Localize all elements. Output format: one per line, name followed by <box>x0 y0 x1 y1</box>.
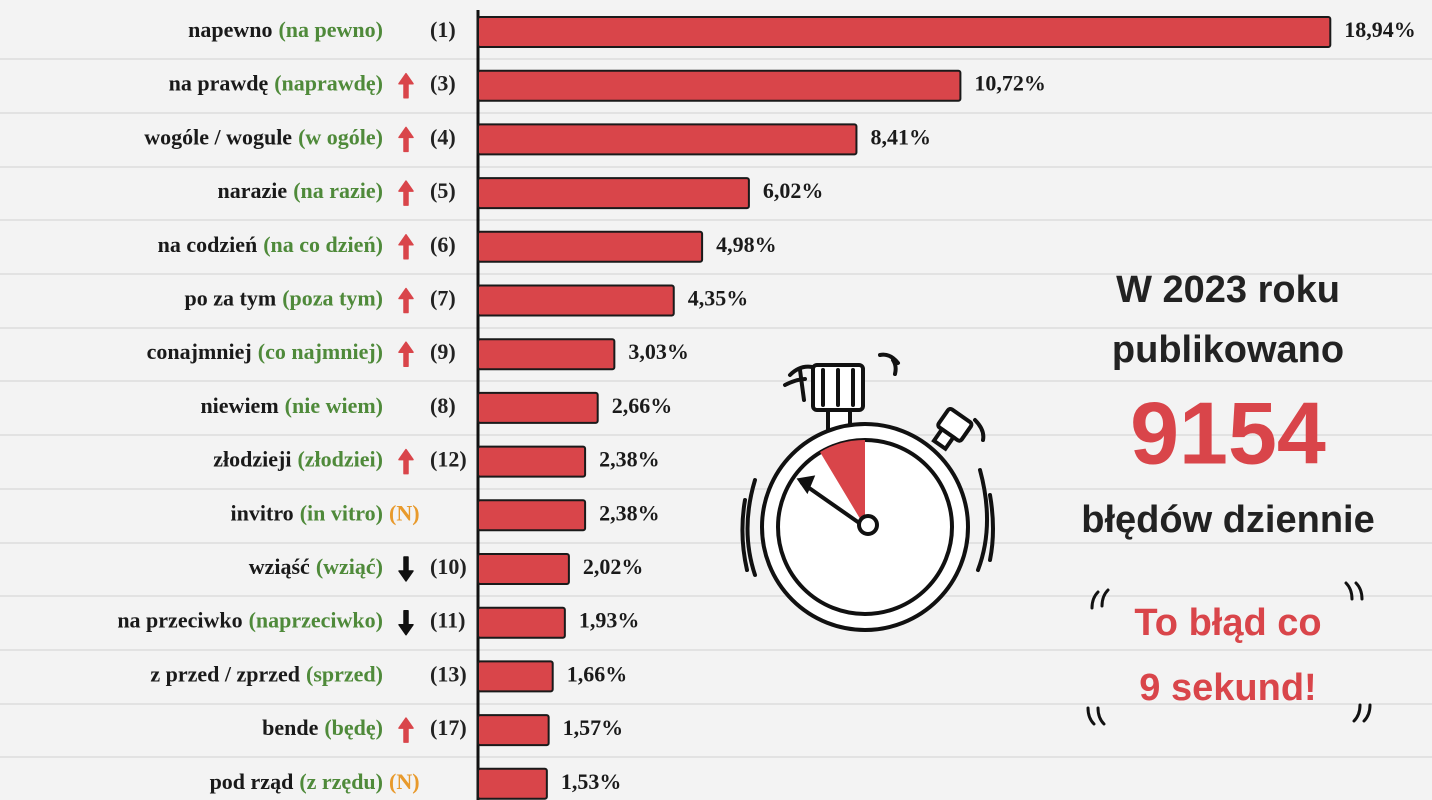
value-label: 1,66% <box>567 661 628 686</box>
category-label: złodzieji <box>213 447 291 472</box>
rank-label: (3) <box>430 71 456 96</box>
category-label: na przeciwko <box>117 608 242 633</box>
value-label: 8,41% <box>870 124 931 149</box>
value-label: 1,57% <box>563 715 624 740</box>
value-label: 4,35% <box>688 286 749 311</box>
bar <box>478 608 565 638</box>
annotation-number: 9154 <box>1130 383 1326 482</box>
rank-label: (12) <box>430 447 467 472</box>
trend-arrow <box>399 718 413 742</box>
trend-arrow <box>399 557 413 581</box>
annotation-text: błędów dziennie <box>1081 499 1374 541</box>
annotation-quote: To błąd co <box>1134 602 1321 644</box>
correction-label: (nie wiem) <box>285 393 383 418</box>
annotation-quote: 9 sekund! <box>1139 667 1316 709</box>
category-label: po za tym <box>185 286 277 311</box>
value-label: 3,03% <box>628 339 689 364</box>
category-label: z przed / zprzed <box>150 661 300 686</box>
value-label: 2,38% <box>599 447 660 472</box>
category-label: invitro <box>231 500 294 525</box>
value-label: 4,98% <box>716 232 777 257</box>
trend-arrow <box>399 235 413 259</box>
correction-label: (będę) <box>324 715 383 740</box>
category-label: bende <box>262 715 318 740</box>
value-label: 1,93% <box>579 608 640 633</box>
correction-label: (w ogóle) <box>298 124 383 149</box>
value-label: 10,72% <box>974 71 1046 96</box>
trend-arrow <box>399 611 413 635</box>
category-label: pod rząd <box>210 769 294 794</box>
rank-label: (5) <box>430 178 456 203</box>
annotation-text: publikowano <box>1112 329 1344 371</box>
category-label: wziąść <box>249 554 310 579</box>
category-label: na codzień <box>158 232 258 257</box>
rank-label: (4) <box>430 124 456 149</box>
rank-label: (11) <box>430 608 465 633</box>
trend-arrow <box>399 181 413 205</box>
correction-label: (wziąć) <box>316 554 383 579</box>
value-label: 1,53% <box>561 769 622 794</box>
value-label: 6,02% <box>763 178 824 203</box>
bar <box>478 124 856 154</box>
correction-label: (na razie) <box>293 178 383 203</box>
bar <box>478 447 585 477</box>
chart: W 2023 roku publikowano 9154 błędów dzie… <box>0 0 1432 800</box>
category-label: na prawdę <box>169 71 269 96</box>
rank-label: (6) <box>430 232 456 257</box>
rank-label: (17) <box>430 715 467 740</box>
trend-arrow <box>399 342 413 366</box>
category-label: wogóle / wogule <box>144 124 292 149</box>
trend-arrow <box>399 74 413 98</box>
trend-arrow <box>399 450 413 474</box>
category-label: napewno <box>188 17 272 42</box>
correction-label: (co najmniej) <box>258 339 383 364</box>
value-label: 2,38% <box>599 500 660 525</box>
correction-label: (sprzed) <box>306 661 383 686</box>
correction-label: (poza tym) <box>282 286 383 311</box>
category-label: niewiem <box>200 393 278 418</box>
bar <box>478 232 702 262</box>
correction-label: (in vitro) <box>300 500 383 525</box>
bar <box>478 661 553 691</box>
bar <box>478 339 614 369</box>
correction-label: (z rzędu) <box>299 769 383 794</box>
correction-label: (naprawdę) <box>274 71 383 96</box>
bar <box>478 71 960 101</box>
bar <box>478 393 598 423</box>
rank-label: (N) <box>389 500 420 525</box>
bar <box>478 17 1330 47</box>
trend-arrow <box>399 127 413 151</box>
rank-label: (13) <box>430 661 467 686</box>
bar <box>478 286 674 316</box>
value-label: 2,02% <box>583 554 644 579</box>
rank-label: (8) <box>430 393 456 418</box>
rank-label: (7) <box>430 286 456 311</box>
bar <box>478 554 569 584</box>
correction-label: (naprzeciwko) <box>249 608 383 633</box>
trend-arrow <box>399 289 413 313</box>
bar <box>478 715 549 745</box>
value-label: 2,66% <box>612 393 673 418</box>
rank-label: (10) <box>430 554 467 579</box>
bar <box>478 500 585 530</box>
correction-label: (złodziei) <box>297 447 383 472</box>
annotation-text: W 2023 roku <box>1116 269 1340 311</box>
value-label: 18,94% <box>1344 17 1416 42</box>
rank-label: (1) <box>430 17 456 42</box>
rank-label: (N) <box>389 769 420 794</box>
bar <box>478 178 749 208</box>
category-label: narazie <box>218 178 288 203</box>
category-label: conajmniej <box>147 339 252 364</box>
correction-label: (na pewno) <box>278 17 383 42</box>
correction-label: (na co dzień) <box>263 232 383 257</box>
rank-label: (9) <box>430 339 456 364</box>
bar <box>478 769 547 799</box>
stopwatch <box>742 355 993 630</box>
